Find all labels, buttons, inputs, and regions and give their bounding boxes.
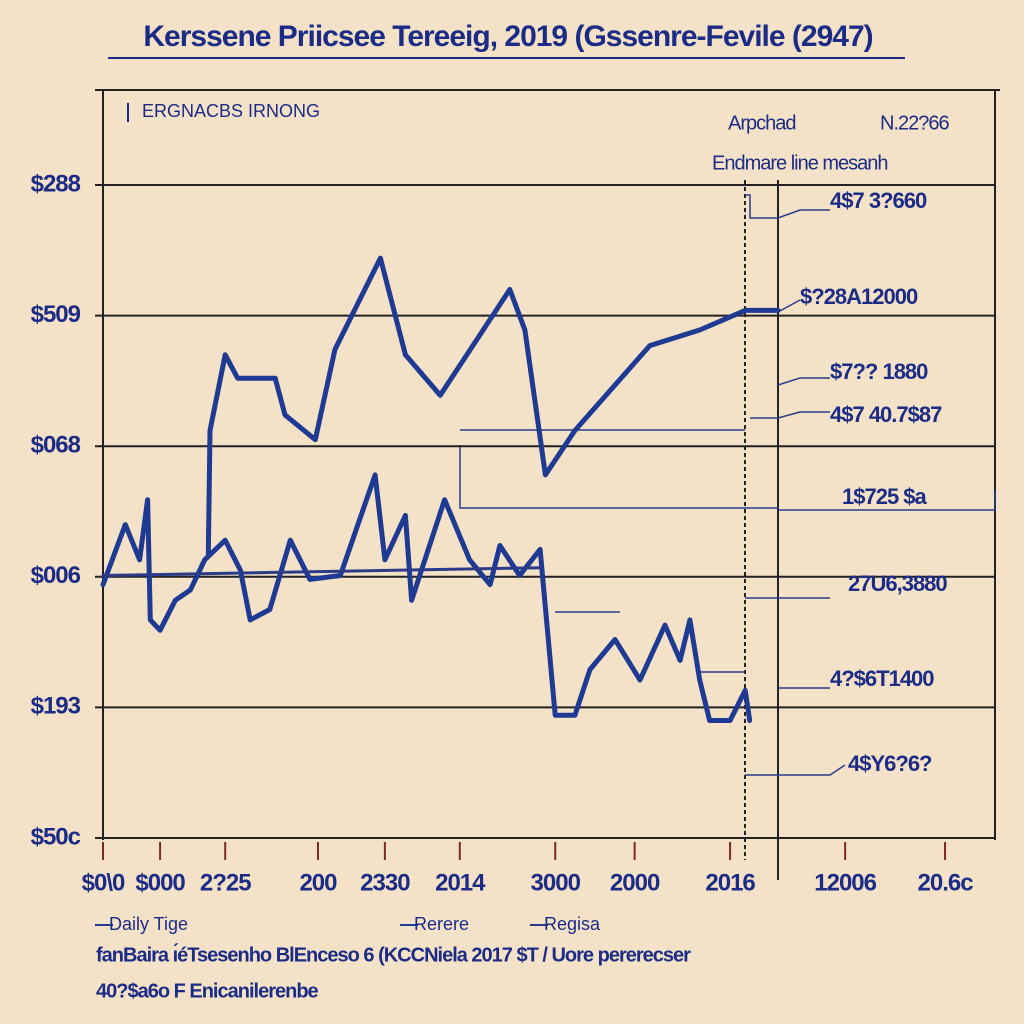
x-tick-label: 2014 (435, 869, 486, 896)
legend-label: Regisa (544, 914, 601, 934)
annotation: 1$725 $a (842, 484, 928, 509)
x-tick-label: 12006 (814, 869, 876, 896)
annotation: $7?? 1880 (830, 359, 928, 384)
x-tick-label: $0\0 (82, 869, 125, 896)
footnote: fanBaira ı́éTsesenho BlEnceso 6 (KCCNiel… (96, 942, 691, 966)
annotation: Arpchad (728, 112, 796, 134)
series-line (101, 566, 542, 577)
x-tick-label: 200 (299, 869, 337, 896)
x-tick-label: 20.6c (918, 869, 974, 896)
connectors (459, 194, 996, 776)
annotation: $?28A12000 (800, 284, 918, 309)
legend-label: Rerere (414, 914, 469, 934)
panel-label: ERGNACBS IRNONG (142, 101, 320, 121)
annotation: N.22?66 (880, 112, 949, 134)
y-tick-label: $193 (31, 693, 81, 720)
annotation: 4$7 40.7$87 (830, 402, 942, 427)
annotation: 4$7 3?660 (830, 188, 927, 213)
y-tick-label: $50c (31, 823, 81, 850)
y-tick-label: $006 (31, 562, 81, 589)
plot-area: $50c $193 $006 $068 $509 $288 $0\0 $000 2?25 200 2… (31, 112, 995, 1002)
footnote: 40?$a6o F Enicanilerenbe (96, 980, 319, 1002)
legend-label: Daily Tige (109, 914, 188, 934)
x-tick-label: 2?25 (200, 869, 251, 896)
annotation: Endmare line mesanh (712, 152, 888, 174)
annotation: 4?$6T1400 (830, 666, 934, 691)
series-line (205, 255, 781, 558)
chart-title: Kerssene Priicsee Tereeig, 2019 (Gssenre… (143, 20, 872, 53)
x-tick-label: 2330 (360, 869, 410, 896)
series-line (100, 472, 753, 723)
x-tick-label: 2016 (705, 869, 755, 896)
annotation: 4$Y6?6? (848, 751, 932, 776)
y-tick-label: $068 (31, 432, 81, 459)
x-tick-label: $000 (135, 869, 185, 896)
annotation: 27U6,3880 (848, 571, 947, 596)
x-tick-label: 3000 (531, 869, 581, 896)
y-tick-label: $288 (31, 170, 81, 197)
x-tick-label: 2000 (610, 869, 660, 896)
y-tick-label: $509 (31, 301, 81, 328)
